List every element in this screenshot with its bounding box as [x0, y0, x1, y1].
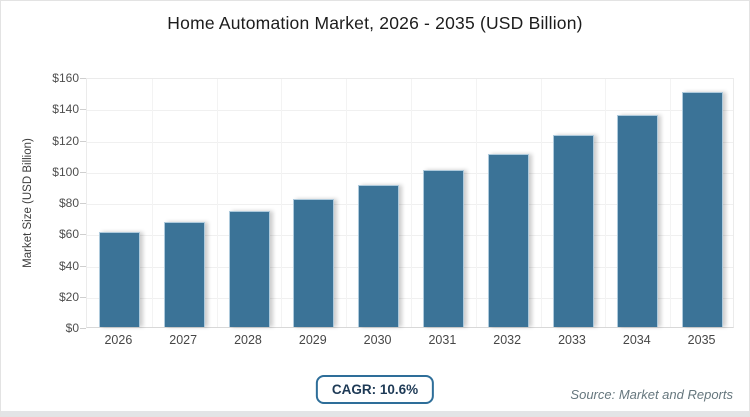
y-tick-mark	[80, 78, 86, 79]
x-tick-label: 2030	[363, 333, 392, 347]
x-tick-label: 2027	[169, 333, 198, 347]
y-tick-label: $80	[58, 196, 79, 210]
gridline-vertical	[670, 79, 672, 327]
y-tick-mark	[80, 171, 86, 173]
gridline-vertical	[605, 79, 607, 327]
gridline-vertical	[346, 79, 348, 327]
gridline-horizontal	[87, 172, 733, 174]
gridline-vertical	[216, 79, 218, 327]
gridline-vertical	[151, 79, 153, 327]
bar-2030	[358, 185, 400, 327]
y-axis-tick-labels: $0 $20 $40 $60 $80 $100 $120 $140 $160	[1, 71, 79, 335]
gridline-vertical	[281, 79, 283, 327]
gridline-horizontal	[87, 204, 733, 205]
y-tick-label: $100	[52, 164, 79, 179]
gridline-vertical	[540, 79, 542, 327]
x-axis-tick-labels: 2026 2027 2028 2029 2030 2031 2032 2033 2034 2035	[86, 333, 734, 351]
bar-2028	[228, 211, 270, 327]
y-tick-mark	[80, 296, 86, 298]
y-tick-mark	[80, 109, 86, 111]
x-tick-label: 2033	[558, 333, 586, 347]
x-tick-label: 2032	[493, 333, 522, 347]
gridline-vertical	[475, 79, 477, 327]
x-tick-label: 2026	[104, 333, 133, 347]
y-tick-label: $20	[58, 289, 79, 304]
bar-2033	[552, 135, 594, 327]
gridline-horizontal	[87, 235, 733, 237]
y-tick-label: $160	[52, 71, 79, 85]
y-tick-label: $0	[65, 321, 79, 335]
y-tick-mark	[80, 140, 86, 142]
bar-2027	[163, 222, 205, 327]
bar-2031	[422, 170, 464, 327]
bar-2029	[293, 198, 335, 327]
y-tick-label: $120	[52, 133, 79, 148]
plot-area	[86, 78, 734, 328]
x-tick-label: 2029	[298, 333, 327, 347]
gridline-vertical	[411, 79, 412, 327]
gridline-horizontal	[87, 266, 733, 268]
bar-2034	[617, 114, 659, 327]
y-tick-label: $60	[58, 227, 79, 242]
y-tick-mark	[80, 203, 86, 204]
gridline-horizontal	[87, 110, 733, 112]
x-tick-label: 2031	[428, 333, 457, 347]
bar-2032	[487, 153, 529, 327]
x-tick-label: 2034	[622, 333, 651, 347]
bottom-strip	[1, 411, 749, 416]
source-note: Source: Market and Reports	[570, 387, 733, 402]
bar-2035	[682, 92, 724, 327]
cagr-badge: CAGR: 10.6%	[315, 375, 435, 404]
gridline-horizontal	[87, 141, 733, 143]
chart-title: Home Automation Market, 2026 - 2035 (USD…	[167, 13, 583, 33]
y-tick-mark	[80, 328, 86, 329]
x-tick-label: 2028	[234, 333, 262, 347]
gridline-horizontal	[87, 297, 733, 299]
y-tick-label: $40	[58, 258, 79, 273]
x-tick-label: 2035	[687, 333, 716, 347]
y-tick-label: $140	[52, 102, 79, 117]
bar-2026	[98, 232, 140, 327]
y-tick-mark	[80, 265, 86, 267]
y-tick-mark	[80, 234, 86, 236]
